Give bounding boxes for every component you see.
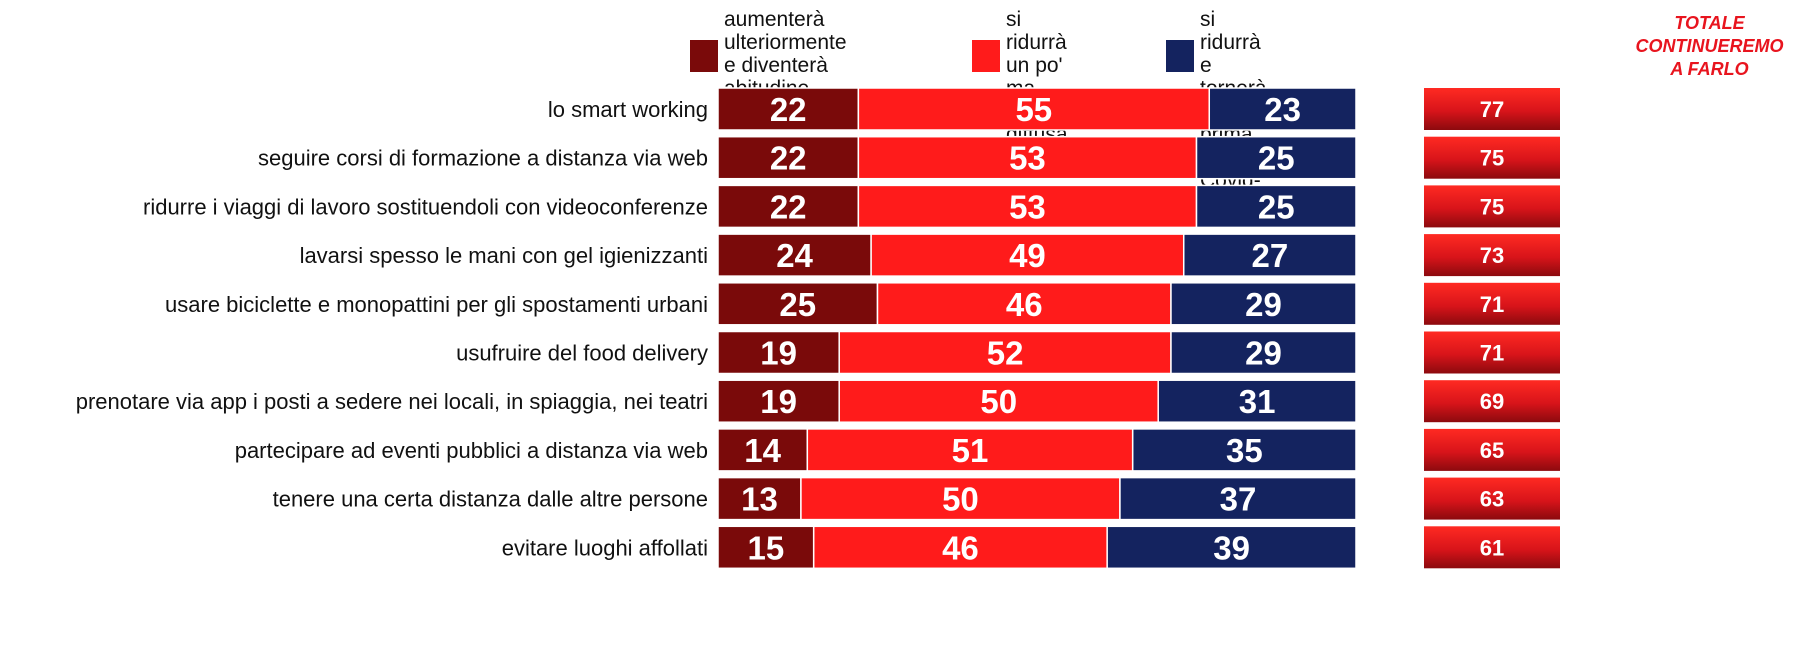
bar-value-s0-row7: 14 <box>744 432 781 469</box>
category-label-evitare-luoghi-affollati: evitare luoghi affollati <box>502 535 708 560</box>
total-value-row5: 71 <box>1480 341 1504 366</box>
bar-segment-s1-row7 <box>806 428 1134 472</box>
bar-segment-s0-row8 <box>717 476 802 521</box>
bar-value-s2-row5: 29 <box>1245 335 1282 372</box>
category-label-prenotare-via-app-i-posti-a-sedere-nei-l: prenotare via app i posti a sedere nei l… <box>76 389 708 414</box>
total-value-row1: 75 <box>1480 146 1504 171</box>
category-label-usufruire-del-food-delivery: usufruire del food delivery <box>456 341 708 366</box>
bar-segment-s2-row3 <box>1182 233 1357 277</box>
total-value-row2: 75 <box>1480 194 1504 219</box>
bar-value-s0-row5: 19 <box>760 335 797 372</box>
bar-value-s0-row8: 13 <box>741 481 778 518</box>
category-label-lavarsi-spesso-le-mani-con-gel-igienizza: lavarsi spesso le mani con gel igienizza… <box>300 243 708 268</box>
bar-segment-s1-row9 <box>812 525 1108 570</box>
bar-value-s2-row4: 29 <box>1245 286 1282 323</box>
category-label-usare-biciclette-e-monopattini-per-gli-s: usare biciclette e monopattini per gli s… <box>165 292 708 317</box>
bar-value-s1-row4: 46 <box>1006 286 1043 323</box>
bar-value-s1-row0: 55 <box>1015 91 1052 128</box>
bar-segment-s0-row4 <box>717 282 879 326</box>
bar-value-s2-row0: 23 <box>1264 91 1301 128</box>
category-label-lo-smart-working: lo smart working <box>548 97 708 122</box>
category-label-ridurre-i-viaggi-di-lavoro-sostituendoli: ridurre i viaggi di lavoro sostituendoli… <box>143 194 708 219</box>
bar-segment-s0-row6 <box>717 379 840 423</box>
category-label-partecipare-ad-eventi-pubblici-a-distanz: partecipare ad eventi pubblici a distanz… <box>235 438 708 463</box>
total-value-row3: 73 <box>1480 243 1504 268</box>
bar-segment-s2-row0 <box>1208 87 1357 131</box>
total-box-row0 <box>1424 88 1560 130</box>
category-label-tenere-una-certa-distanza-dalle-altre-pe: tenere una certa distanza dalle altre pe… <box>273 487 708 512</box>
bar-segment-s1-row4 <box>876 282 1172 326</box>
total-box-row5 <box>1424 331 1560 374</box>
total-value-row0: 77 <box>1480 97 1504 122</box>
bar-value-s0-row2: 22 <box>770 188 807 225</box>
total-header: TOTALE CONTINUEREMO A FARLO <box>1635 13 1784 79</box>
bar-value-s1-row6: 50 <box>980 383 1017 420</box>
bar-segment-s1-row3 <box>870 233 1185 277</box>
bar-segment-s1-row0 <box>857 87 1211 131</box>
total-box-row7 <box>1424 428 1560 471</box>
bar-value-s2-row9: 39 <box>1213 529 1250 566</box>
bar-value-s0-row9: 15 <box>747 529 784 566</box>
bar-value-s1-row2: 53 <box>1009 188 1046 225</box>
total-value-row9: 61 <box>1480 535 1504 560</box>
bar-segment-s1-row2 <box>857 184 1198 229</box>
category-label-seguire-corsi-di-formazione-a-distanza-v: seguire corsi di formazione a distanza v… <box>258 146 708 171</box>
bar-segment-s2-row2 <box>1195 184 1357 229</box>
bar-segment-s1-row1 <box>857 135 1198 180</box>
bar-value-s1-row9: 46 <box>942 529 979 566</box>
bar-value-s1-row7: 51 <box>952 432 989 469</box>
bar-value-s0-row1: 22 <box>770 140 807 177</box>
total-box-row3 <box>1424 234 1560 277</box>
bar-value-s0-row3: 24 <box>776 237 813 274</box>
legend-swatch-tornera <box>1166 40 1194 72</box>
bar-segment-s2-row7 <box>1131 428 1357 472</box>
bar-value-s2-row6: 31 <box>1239 383 1276 420</box>
bar-value-s2-row7: 35 <box>1226 432 1263 469</box>
bar-segment-s1-row5 <box>838 330 1172 375</box>
bar-value-s1-row5: 52 <box>987 335 1024 372</box>
bar-segment-s2-row1 <box>1195 135 1357 180</box>
bar-value-s2-row3: 27 <box>1252 237 1289 274</box>
total-box-row2 <box>1424 185 1560 228</box>
bar-value-s2-row1: 25 <box>1258 140 1295 177</box>
bar-segment-s0-row7 <box>717 428 809 472</box>
total-box-row8 <box>1424 477 1560 520</box>
bar-segment-s2-row4 <box>1170 282 1357 326</box>
total-value-row6: 69 <box>1480 389 1504 414</box>
total-box-row1 <box>1424 136 1560 179</box>
bar-segment-s0-row1 <box>717 135 860 180</box>
bar-segment-s0-row3 <box>717 233 872 277</box>
total-value-row7: 65 <box>1480 438 1504 463</box>
bar-value-s2-row8: 37 <box>1220 481 1257 518</box>
bar-segment-s0-row0 <box>717 87 860 131</box>
bar-segment-s2-row5 <box>1170 330 1357 375</box>
bar-value-s1-row8: 50 <box>942 481 979 518</box>
bar-value-s0-row0: 22 <box>770 91 807 128</box>
bar-value-s0-row6: 19 <box>760 383 797 420</box>
bar-value-s2-row2: 25 <box>1258 188 1295 225</box>
bar-value-s0-row4: 25 <box>779 286 816 323</box>
legend-swatch-aumentera <box>690 40 718 72</box>
total-value-row4: 71 <box>1480 292 1504 317</box>
bar-segment-s1-row6 <box>838 379 1159 423</box>
bar-value-s1-row3: 49 <box>1009 237 1046 274</box>
legend-swatch-si-ridurra <box>972 40 1000 72</box>
total-box-row6 <box>1424 380 1560 423</box>
total-box-row9 <box>1424 526 1560 569</box>
bar-value-s1-row1: 53 <box>1009 140 1046 177</box>
bar-segment-s1-row8 <box>800 476 1121 521</box>
bar-segment-s2-row9 <box>1106 525 1357 570</box>
bar-segment-s2-row8 <box>1119 476 1357 521</box>
total-value-row8: 63 <box>1480 487 1504 512</box>
bar-segment-s2-row6 <box>1157 379 1357 423</box>
total-box-row4 <box>1424 282 1560 325</box>
